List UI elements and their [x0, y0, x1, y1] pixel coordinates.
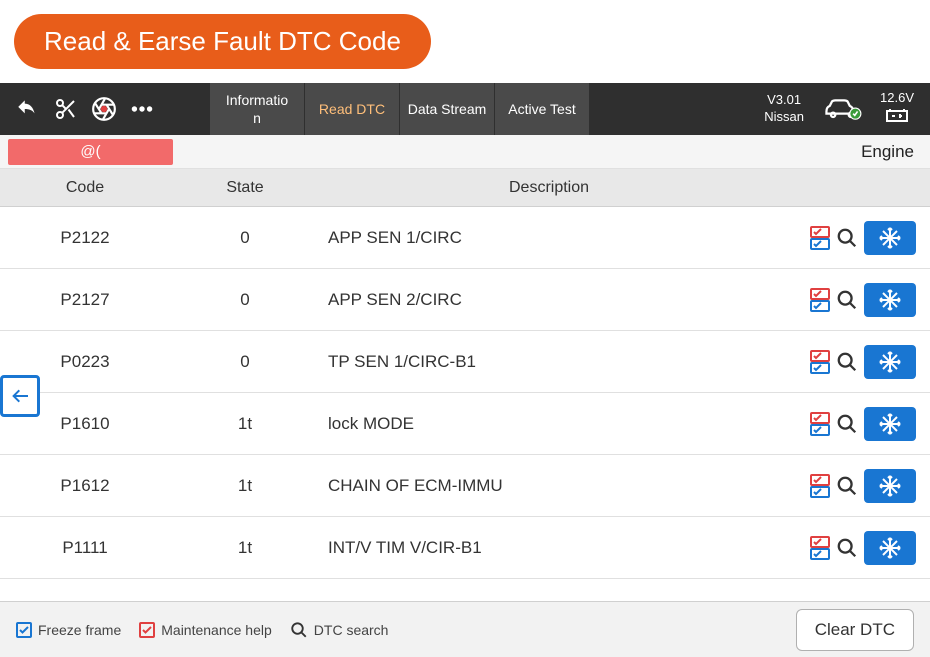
header-state: State [170, 179, 320, 197]
toolbar-left-icons [0, 83, 170, 135]
cell-actions [770, 531, 930, 565]
tab-information[interactable]: Informatio n [210, 83, 305, 135]
toolbar-tabs: Informatio n Read DTC Data Stream Active… [210, 83, 590, 135]
legend-maintenance-help: Maintenance help [139, 622, 272, 638]
maintenance-help-icon[interactable] [810, 350, 830, 374]
progress-bar: @( [8, 139, 173, 165]
tab-read-dtc[interactable]: Read DTC [305, 83, 400, 135]
table-row: P16101tlock MODE [0, 393, 930, 455]
freeze-frame-button[interactable] [864, 345, 916, 379]
table-row: P16121tCHAIN OF ECM-IMMU [0, 455, 930, 517]
maintenance-help-icon[interactable] [810, 412, 830, 436]
maintenance-help-icon[interactable] [810, 536, 830, 560]
voltage-text: 12.6V [880, 90, 914, 107]
battery-icon [884, 107, 910, 123]
cell-code: P2122 [0, 228, 170, 248]
cell-state: 0 [170, 228, 320, 248]
freeze-frame-button[interactable] [864, 221, 916, 255]
back-icon[interactable] [14, 95, 42, 123]
cell-actions [770, 407, 930, 441]
legend-dtc-search: DTC search [290, 621, 389, 639]
top-toolbar: Informatio n Read DTC Data Stream Active… [0, 83, 930, 135]
dtc-search-icon[interactable] [836, 475, 858, 497]
voltage-block: 12.6V [880, 90, 914, 128]
maintenance-help-icon [139, 622, 155, 638]
cell-actions [770, 221, 930, 255]
dtc-search-icon[interactable] [836, 227, 858, 249]
version-block: V3.01 Nissan [764, 92, 804, 126]
vehicle-text: Nissan [764, 109, 804, 126]
cell-description: CHAIN OF ECM-IMMU [320, 476, 770, 496]
cell-description: INT/V TIM V/CIR-B1 [320, 538, 770, 558]
version-text: V3.01 [764, 92, 804, 109]
tab-data-stream[interactable]: Data Stream [400, 83, 495, 135]
dtc-search-icon[interactable] [836, 351, 858, 373]
tab-active-test[interactable]: Active Test [495, 83, 590, 135]
legend-maint-label: Maintenance help [161, 622, 272, 638]
more-icon[interactable] [128, 95, 156, 123]
cell-state: 0 [170, 352, 320, 372]
freeze-frame-icon [16, 622, 32, 638]
dtc-search-icon[interactable] [836, 289, 858, 311]
table-header: Code State Description [0, 169, 930, 207]
dtc-search-icon[interactable] [836, 537, 858, 559]
table-row: P21270APP SEN 2/CIRC [0, 269, 930, 331]
freeze-frame-button[interactable] [864, 407, 916, 441]
header-description: Description [320, 179, 770, 197]
clear-dtc-button[interactable]: Clear DTC [796, 609, 914, 651]
legend-freeze-label: Freeze frame [38, 622, 121, 638]
cell-state: 1t [170, 476, 320, 496]
dtc-search-icon[interactable] [836, 413, 858, 435]
maintenance-help-icon[interactable] [810, 288, 830, 312]
freeze-frame-button[interactable] [864, 531, 916, 565]
legend-search-label: DTC search [314, 622, 389, 638]
cell-code: P1612 [0, 476, 170, 496]
freeze-frame-button[interactable] [864, 469, 916, 503]
scissors-icon[interactable] [52, 95, 80, 123]
cell-code: P2127 [0, 290, 170, 310]
progress-row: @( Engine [0, 135, 930, 169]
freeze-frame-button[interactable] [864, 283, 916, 317]
dtc-table: Code State Description P21220APP SEN 1/C… [0, 169, 930, 579]
cell-code: P0223 [0, 352, 170, 372]
cell-state: 1t [170, 538, 320, 558]
toolbar-right: V3.01 Nissan 12.6V [764, 83, 930, 135]
cell-description: TP SEN 1/CIRC-B1 [320, 352, 770, 372]
cell-description: APP SEN 2/CIRC [320, 290, 770, 310]
cell-actions [770, 283, 930, 317]
header-code: Code [0, 179, 170, 197]
page-title-pill: Read & Earse Fault DTC Code [14, 14, 431, 69]
aperture-icon[interactable] [90, 95, 118, 123]
cell-state: 0 [170, 290, 320, 310]
side-expand-tab[interactable] [0, 375, 40, 417]
cell-state: 1t [170, 414, 320, 434]
legend-freeze-frame: Freeze frame [16, 622, 121, 638]
maintenance-help-icon[interactable] [810, 226, 830, 250]
table-row: P02230TP SEN 1/CIRC-B1 [0, 331, 930, 393]
cell-actions [770, 345, 930, 379]
search-icon [290, 621, 308, 639]
cell-code: P1111 [0, 538, 170, 558]
cell-actions [770, 469, 930, 503]
maintenance-help-icon[interactable] [810, 474, 830, 498]
footer-bar: Freeze frame Maintenance help DTC search… [0, 601, 930, 657]
cell-description: lock MODE [320, 414, 770, 434]
table-row: P21220APP SEN 1/CIRC [0, 207, 930, 269]
table-row: P11111tINT/V TIM V/CIR-B1 [0, 517, 930, 579]
progress-label: Engine [861, 142, 914, 162]
car-status-icon [822, 93, 862, 126]
cell-description: APP SEN 1/CIRC [320, 228, 770, 248]
